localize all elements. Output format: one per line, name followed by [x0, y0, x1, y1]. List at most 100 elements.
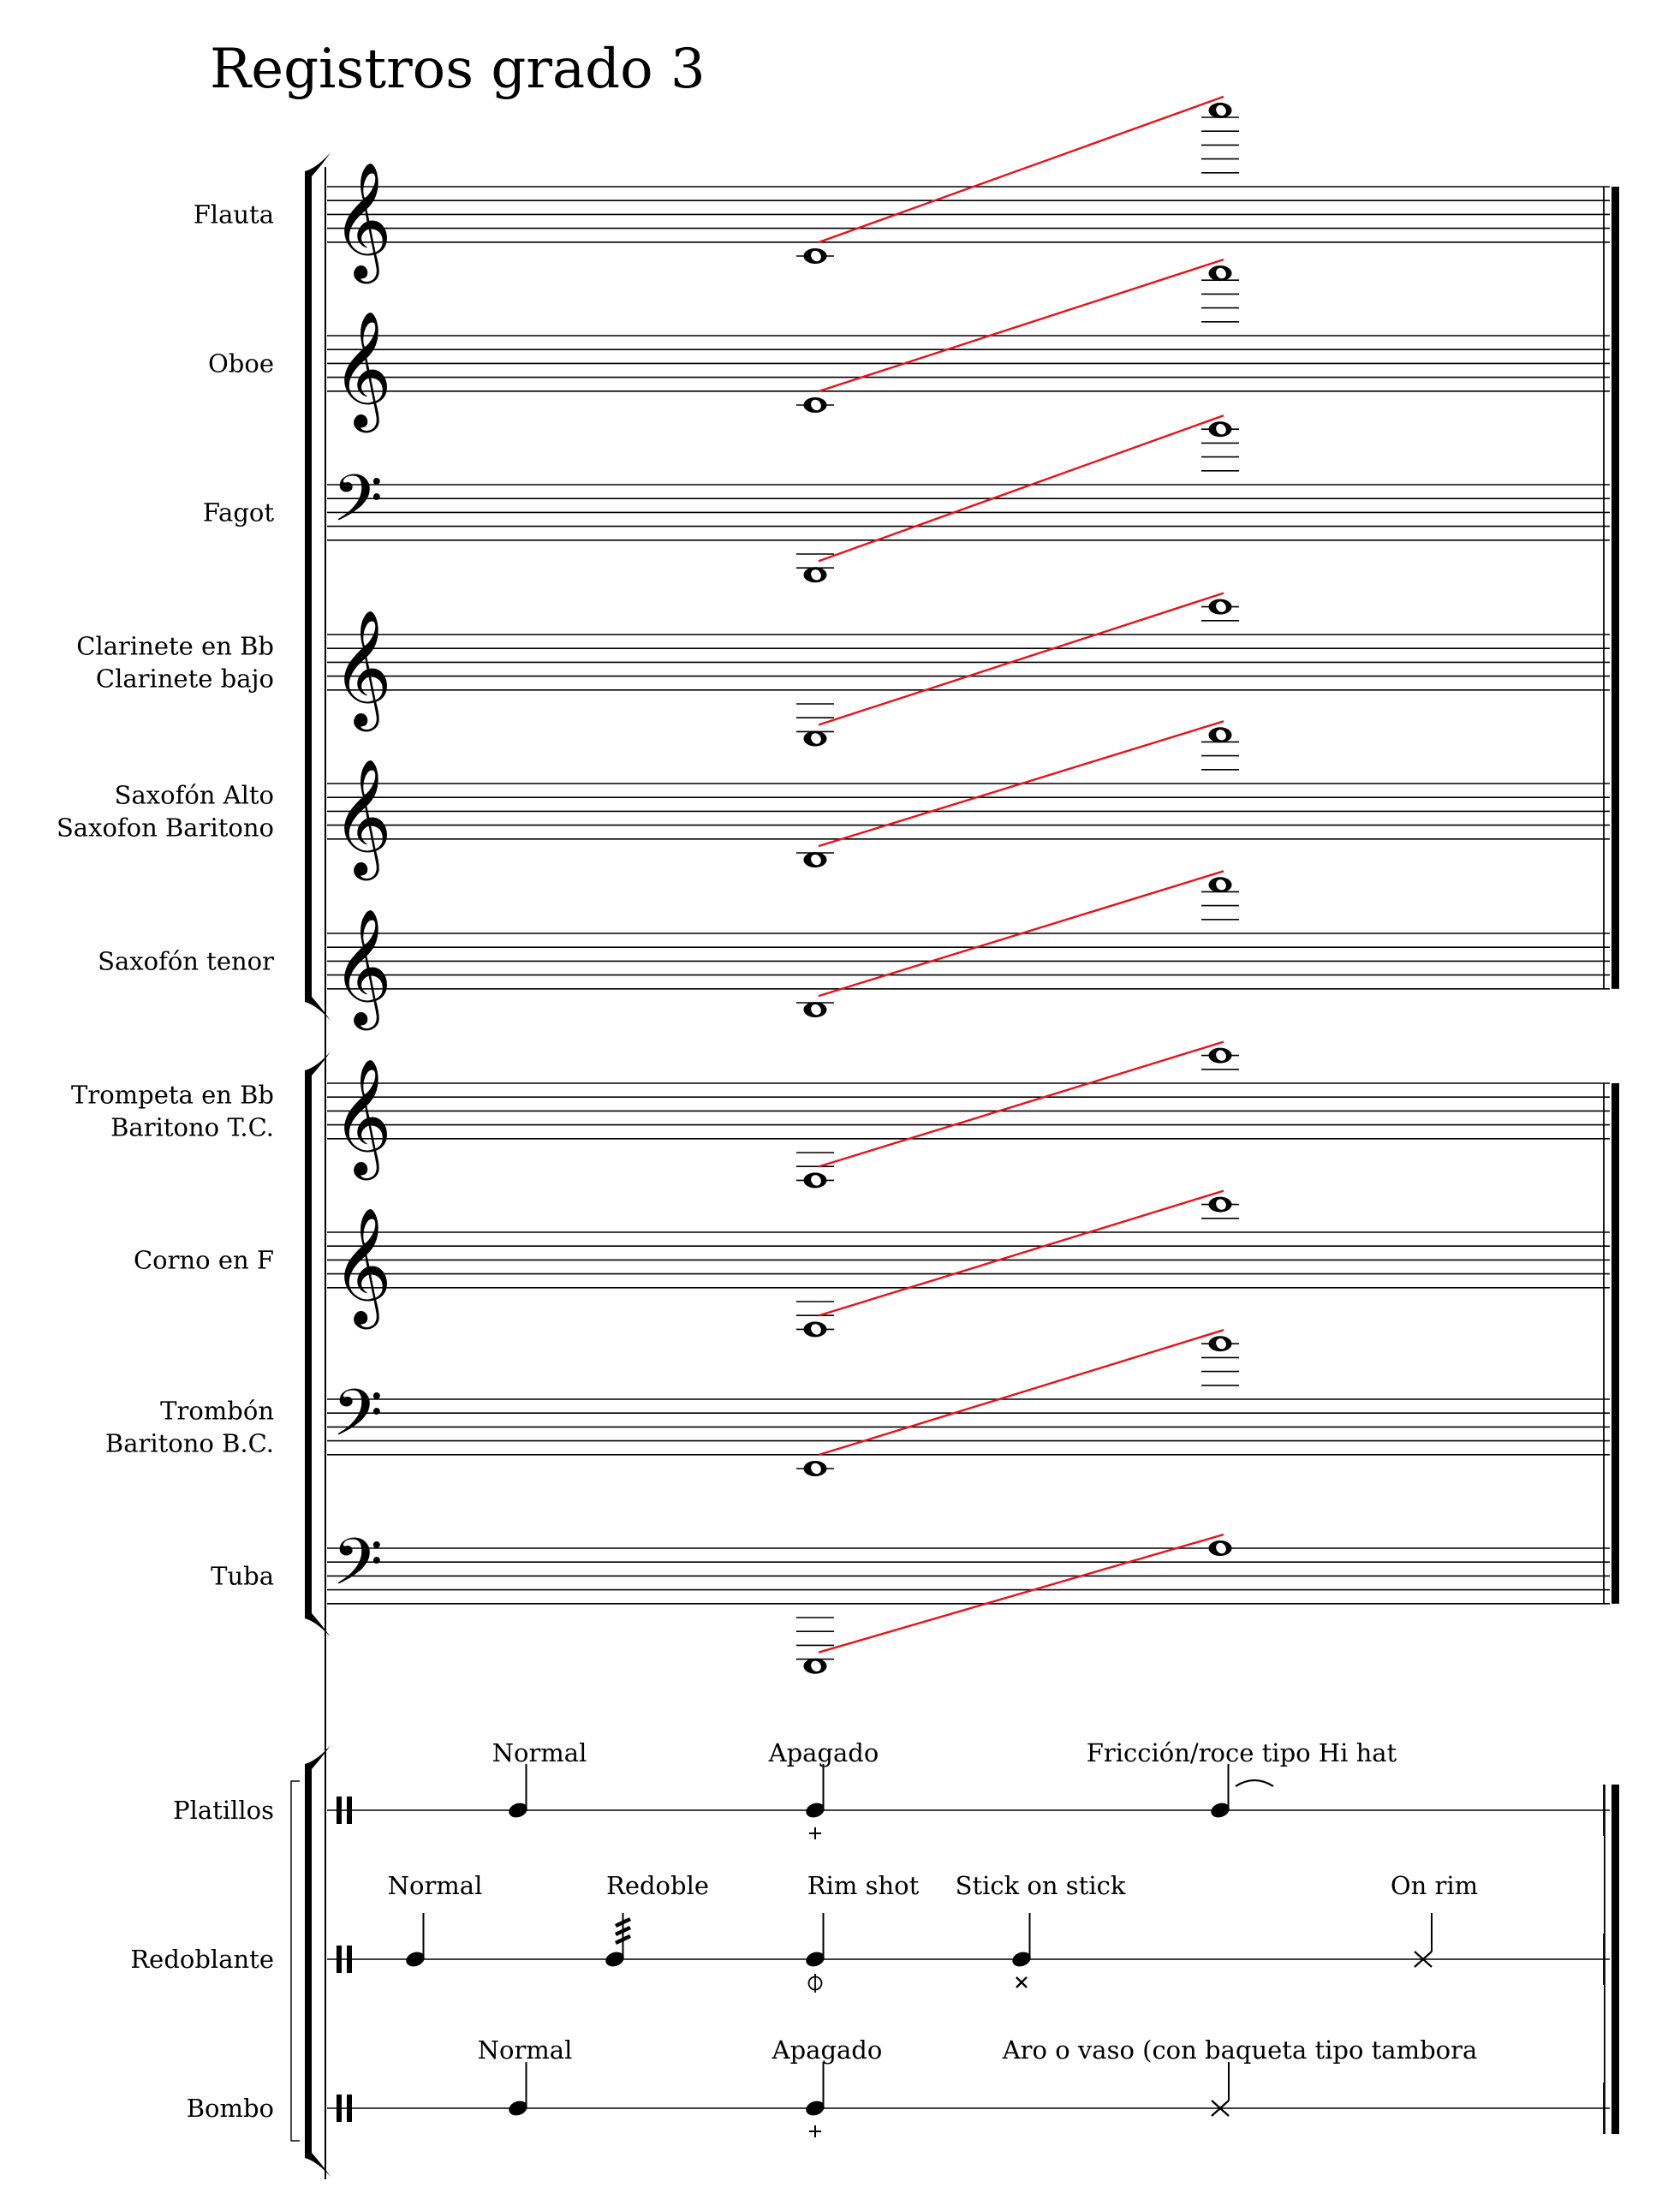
- percussion-thin-barline: [1604, 1785, 1606, 2134]
- whole-note-hole: [1216, 104, 1226, 116]
- whole-note-hole: [811, 854, 821, 866]
- instrument-label: Fagot: [203, 498, 274, 527]
- instrument-label: Corno en F: [134, 1245, 274, 1274]
- percussion-clef-icon: [347, 2095, 352, 2122]
- instrument-label: Redoblante: [130, 1945, 274, 1974]
- instrument-label: Saxofón tenor: [98, 946, 274, 975]
- technique-annotation: Fricción/roce tipo Hi hat: [1087, 1738, 1397, 1767]
- whole-note-hole: [811, 1175, 821, 1186]
- brass-bracket-top-hook: [305, 1052, 331, 1076]
- instrument-label: Trompeta en Bb: [71, 1080, 274, 1109]
- percussion-clef-icon: [337, 1946, 342, 1973]
- score-title: Registros grado 3: [210, 38, 706, 101]
- whole-note-hole: [1216, 879, 1226, 891]
- percussion-clef-icon: [347, 1797, 352, 1824]
- range-line: [818, 592, 1224, 726]
- technique-annotation: Stick on stick: [956, 1871, 1126, 1900]
- range-line: [818, 1189, 1224, 1317]
- treble-clef-icon: 𝄞: [332, 1206, 392, 1329]
- range-line: [818, 1533, 1224, 1654]
- instrument-label: Baritono B.C.: [105, 1428, 274, 1457]
- whole-note-hole: [1216, 424, 1226, 435]
- whole-note-hole: [811, 1660, 821, 1672]
- whole-note-hole: [1216, 267, 1226, 279]
- treble-clef-icon: 𝄞: [332, 160, 392, 283]
- technique-annotation: Apagado: [768, 1738, 879, 1767]
- quarter-notehead-icon: [806, 2101, 825, 2116]
- treble-clef-icon: 𝄞: [332, 757, 392, 880]
- brass-bracket: [305, 1070, 312, 1618]
- treble-clef-icon: 𝄞: [332, 608, 392, 731]
- bass-clef-icon: 𝄢: [332, 1375, 383, 1467]
- percussion-clef-icon: [337, 2095, 342, 2122]
- quarter-notehead-icon: [509, 2101, 527, 2116]
- technique-annotation: Normal: [478, 2035, 573, 2065]
- whole-note-hole: [811, 250, 821, 262]
- instrument-label: Bombo: [187, 2094, 274, 2123]
- percussion-clef-icon: [347, 1946, 352, 1973]
- brass-bracket-bottom-hook: [305, 1613, 331, 1637]
- technique-annotation: Apagado: [771, 2035, 883, 2065]
- percussion-bracket-bottom-hook: [305, 2153, 331, 2177]
- instrument-label: Flauta: [194, 200, 274, 229]
- technique-annotation: Aro o vaso (con baqueta tipo tambora: [1002, 2035, 1478, 2065]
- bass-clef-icon: 𝄢: [332, 461, 383, 552]
- quarter-notehead-icon: [406, 1952, 425, 1967]
- cross-notehead-icon: [1211, 2100, 1230, 2117]
- whole-note-hole: [811, 1004, 821, 1016]
- range-line: [818, 870, 1224, 998]
- whole-note-hole: [811, 399, 821, 411]
- technique-annotation: On rim: [1391, 1871, 1478, 1900]
- range-line: [818, 720, 1224, 848]
- quarter-notehead-icon: [806, 1952, 825, 1967]
- range-line: [818, 1040, 1224, 1168]
- technique-annotation: Rim shot: [807, 1871, 920, 1900]
- woodwind-bracket: [305, 171, 312, 1002]
- tremolo-icon: [615, 1916, 631, 1928]
- instrument-label: Trombón: [160, 1396, 274, 1425]
- quarter-notehead-icon: [1012, 1952, 1031, 1967]
- percussion-square-bracket: [290, 1780, 300, 2142]
- instrument-label: Clarinete en Bb: [76, 631, 274, 660]
- whole-note-hole: [811, 569, 821, 581]
- range-line: [818, 414, 1224, 563]
- instrument-label: Oboe: [208, 349, 274, 378]
- percussion-thick-barline: [1611, 1785, 1619, 2134]
- quarter-notehead-icon: [806, 1803, 825, 1818]
- laissez-vibrer-icon: [1235, 1779, 1274, 1787]
- range-line: [818, 258, 1224, 393]
- whole-note-hole: [1216, 1199, 1226, 1210]
- instrument-label: Tuba: [211, 1561, 274, 1590]
- whole-note-hole: [811, 733, 821, 744]
- staff-systems: 𝄞 Flauta 𝄞 Oboe 𝄢 Fagot 𝄞 Clarinete en Bb Clarin…: [57, 95, 1619, 2179]
- woodwind-thick-barline: [1611, 187, 1619, 989]
- woodwind-bracket-top-hook: [305, 152, 331, 176]
- tremolo-icon: [615, 1934, 631, 1946]
- treble-clef-icon: 𝄞: [332, 907, 392, 1030]
- instrument-label: Platillos: [173, 1796, 274, 1825]
- range-line: [818, 95, 1224, 244]
- treble-clef-icon: 𝄞: [332, 309, 392, 432]
- percussion-clef-icon: [337, 1797, 342, 1824]
- quarter-notehead-icon: [509, 1803, 527, 1818]
- range-line: [818, 1329, 1224, 1457]
- whole-note-hole: [1216, 1050, 1226, 1061]
- technique-annotation: Normal: [388, 1871, 483, 1900]
- tremolo-icon: [615, 1925, 631, 1937]
- instrument-label: Clarinete bajo: [96, 664, 274, 693]
- instrument-label: Baritono T.C.: [110, 1112, 274, 1141]
- instrument-label: Saxofon Baritono: [57, 813, 274, 842]
- whole-note-hole: [1216, 1542, 1226, 1554]
- treble-clef-icon: 𝄞: [332, 1057, 392, 1180]
- whole-note-hole: [1216, 1338, 1226, 1350]
- cross-notehead-icon: [1414, 1951, 1433, 1968]
- percussion-bracket-top-hook: [305, 1745, 331, 1769]
- percussion-bracket: [305, 1764, 312, 2158]
- whole-note-hole: [1216, 601, 1226, 612]
- brass-thick-barline: [1611, 1083, 1619, 1604]
- instrument-label: Saxofón Alto: [115, 780, 274, 809]
- quarter-notehead-icon: [1211, 1803, 1230, 1818]
- bass-clef-icon: 𝄢: [332, 1524, 383, 1616]
- quarter-notehead-icon: [605, 1952, 624, 1967]
